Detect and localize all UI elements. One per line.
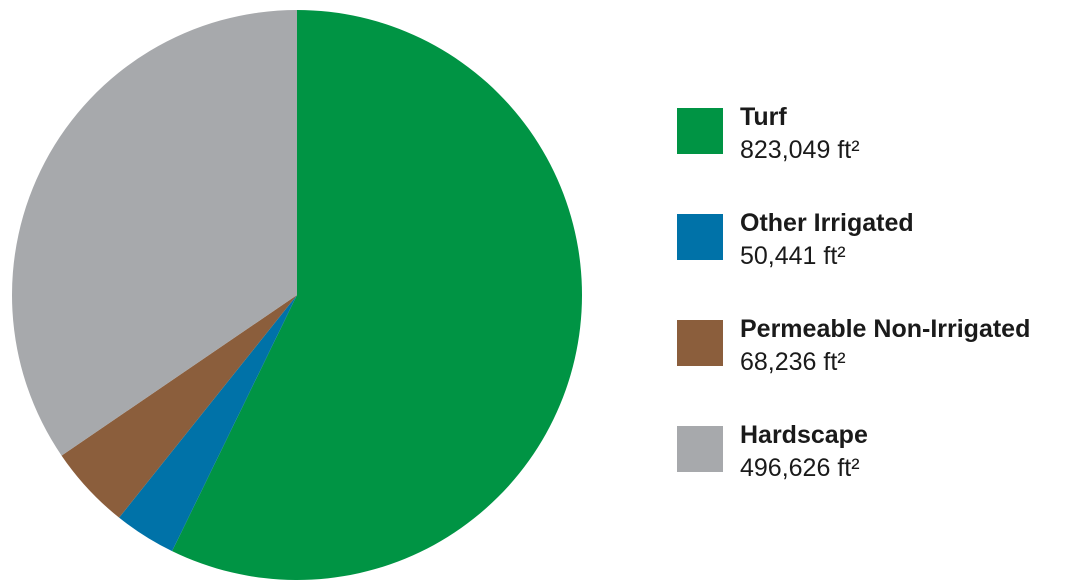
legend-swatch-hardscape xyxy=(677,426,723,472)
legend-value-other-irrigated: 50,441 ft² xyxy=(740,242,846,270)
legend-item-other-irrigated: Other Irrigated 50,441 ft² xyxy=(677,209,1087,315)
legend-value-hardscape: 496,626 ft² xyxy=(740,454,860,482)
legend-item-turf: Turf 823,049 ft² xyxy=(677,103,1087,209)
pie-slice-hardscape xyxy=(12,10,298,456)
legend-value-permeable-non-irrigated: 68,236 ft² xyxy=(740,348,846,376)
legend: Turf 823,049 ft² Other Irrigated 50,441 … xyxy=(677,103,1087,527)
legend-value-turf: 823,049 ft² xyxy=(740,136,860,164)
legend-label-other-irrigated: Other Irrigated xyxy=(740,209,914,237)
legend-label-permeable-non-irrigated: Permeable Non-Irrigated xyxy=(740,315,1031,343)
pie-slice-permeable-non-irrigated xyxy=(61,295,298,518)
legend-label-turf: Turf xyxy=(740,103,787,131)
legend-swatch-other-irrigated xyxy=(677,214,723,260)
legend-item-hardscape: Hardscape 496,626 ft² xyxy=(677,421,1087,527)
pie-chart xyxy=(12,10,582,580)
legend-label-hardscape: Hardscape xyxy=(740,421,868,449)
legend-swatch-permeable-non-irrigated xyxy=(677,320,723,366)
legend-swatch-turf xyxy=(677,108,723,154)
legend-item-permeable-non-irrigated: Permeable Non-Irrigated 68,236 ft² xyxy=(677,315,1087,421)
pie-slice-turf xyxy=(172,10,582,580)
pie-slice-other-irrigated xyxy=(119,295,297,552)
